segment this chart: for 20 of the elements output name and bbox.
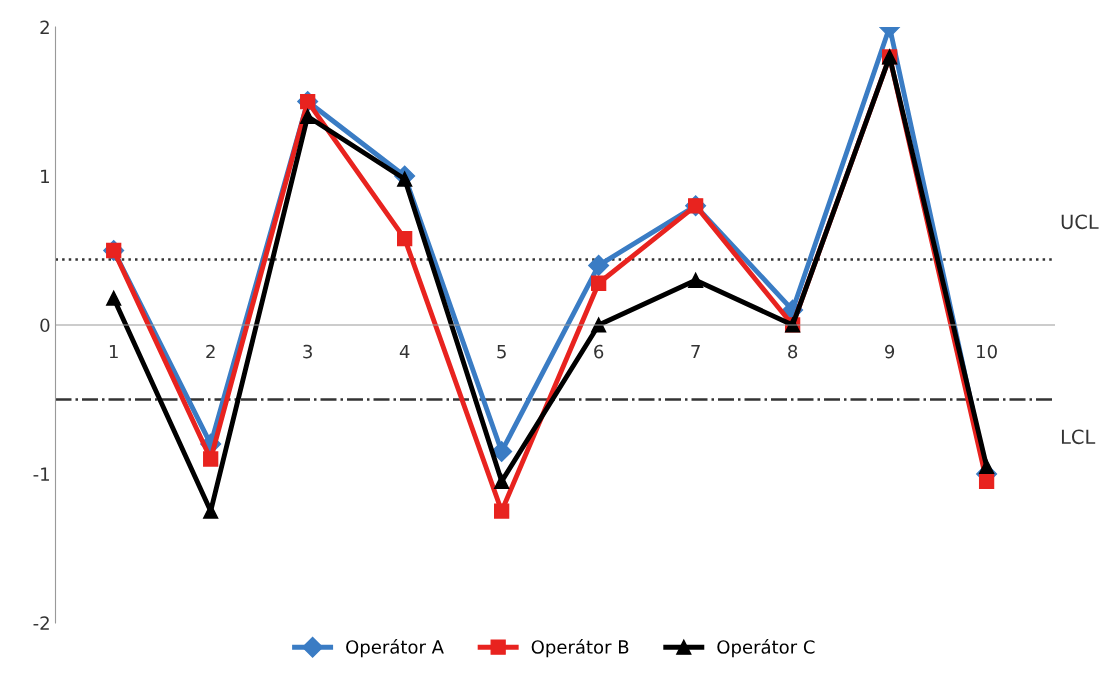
legend-label: Operátor A [346,639,444,658]
y-tick-label: -1 [33,467,49,481]
x-tick-label: 7 [691,344,700,359]
x-tick-label: 6 [594,344,604,359]
x-tick-label: 5 [497,344,506,359]
ref-line-label: LCL [1061,429,1096,445]
x-tick-label: 2 [206,344,215,359]
x-tick-label: 8 [788,344,798,359]
x-tick-label: 3 [303,344,312,359]
x-tick-label: 1 [109,344,118,359]
y-tick-label: 2 [40,20,49,34]
y-tick-label: -2 [33,616,49,630]
y-tick-label: 0 [40,318,50,333]
x-tick-label: 4 [399,344,410,359]
legend-label: Operátor B [531,639,629,658]
x-tick-label: 9 [885,344,895,359]
y-tick-label: 1 [41,169,49,183]
x-tick-label: 10 [977,344,997,359]
legend-label: Operátor C [717,639,815,658]
ref-line-label: UCL [1061,214,1099,230]
